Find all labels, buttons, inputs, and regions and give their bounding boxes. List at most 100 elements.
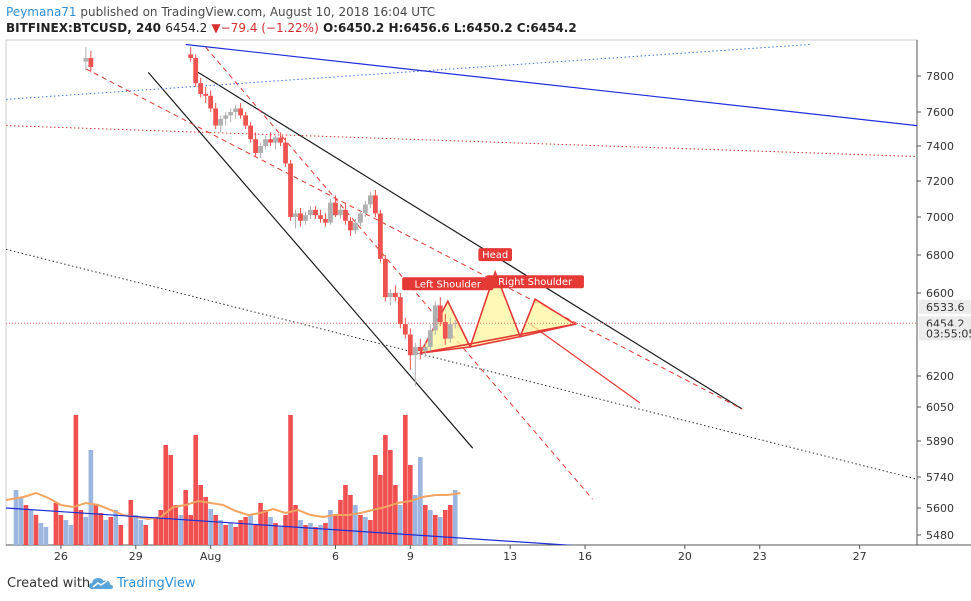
time-tick-label: 9 [407,550,414,563]
time-tick-label: 23 [753,550,767,563]
candle-body [387,293,393,298]
volume-bar [248,515,253,545]
volume-bar [18,497,24,545]
volume-bar [163,445,169,545]
candle-body [258,146,263,153]
volume-ma-line [6,491,461,521]
volume-bar [218,520,223,545]
pattern-label: Head [482,250,508,261]
candle-body [382,258,388,298]
price-tick-label: 6050 [926,401,954,414]
volume-bar [158,510,164,545]
price-badge [919,326,971,341]
volume-bar [63,520,69,545]
volume-bar [133,515,139,545]
volume-bar [83,517,89,545]
volume-bar [318,525,323,545]
volume-bar [398,505,403,545]
candle-body [412,346,418,356]
candle-body [323,218,328,223]
price-tick-label: 5890 [926,435,954,448]
volume-bar [198,485,203,545]
volume-bar [213,515,218,545]
candle-body [318,215,323,219]
candle-body [288,163,293,217]
head-shoulders-pattern: Left Shoulder Head Right Shoulder [402,248,584,355]
volume-bar [373,455,378,545]
candle-body [223,115,229,119]
volume-bar [293,505,298,545]
tradingview-cloud-icon[interactable] [88,574,114,592]
last-price: 6454.2 [165,21,208,35]
volume-bar [348,495,353,545]
symbol-label[interactable]: BITFINEX:BTCUSD, 240 [6,21,162,35]
candle-body [328,202,333,223]
time-tick-label: 6 [332,550,339,563]
price-axis[interactable]: 7800 7600 7400 7200 7000 6800 6600 6200 6050 5890… [917,70,971,542]
volume-bar [88,450,94,545]
volume-bar [228,523,233,545]
volume-bar [288,415,293,545]
volume-bar [253,525,258,545]
candle-body [243,115,249,126]
pattern-neckline [420,323,576,354]
drawing-lines-layer [6,43,917,545]
volume-bar [33,515,39,545]
volume-bar [143,525,149,545]
pattern-triangle [518,298,578,338]
low-label: L: [453,21,467,35]
price-tick-label: 5480 [926,529,954,542]
volume-bar [303,525,308,545]
volume-bar [278,527,283,545]
volume-bar [423,505,428,545]
candle-body [228,112,234,116]
price-badge [919,299,971,314]
solid-trendline [147,72,474,449]
time-axis[interactable]: 26 29 Aug 6 9 13 16 20 23 27 [54,545,867,563]
dashed-trendline [85,68,743,410]
time-tick-label: 13 [503,550,517,563]
volume-bar [243,517,248,545]
volume-bar [98,513,104,545]
volume-bar [378,475,383,545]
volume-bar [168,455,174,545]
solid-trendline [197,71,743,410]
volume-bar [258,503,263,545]
volume-bar [93,505,99,545]
candle-body [363,204,368,214]
high-value: 6456.6 [403,21,450,35]
candle-body [88,58,94,67]
volume-bar [323,523,328,545]
candle-body [442,322,448,339]
volume-bar [73,415,79,545]
candle-body [432,305,438,331]
volume-bar [13,490,19,545]
price-tick-label: 5740 [926,471,954,484]
candle-body [238,108,244,116]
price-tick-label: 7400 [926,140,954,153]
author-link[interactable]: Peymana71 [6,5,77,19]
volume-bar [78,510,84,545]
tradingview-brand[interactable]: TradingView [117,576,196,591]
plot-area[interactable] [5,39,918,546]
candle-body [233,108,239,112]
pattern-label: Left Shoulder [415,279,482,290]
candle-body [358,213,363,223]
volume-bar [183,490,189,545]
volume-bar [208,509,213,545]
volume-bar [263,510,268,545]
volume-bar [428,510,433,545]
volume-bar [447,505,453,545]
candle-body [83,58,89,62]
volume-bar [268,517,273,545]
price-change: −79.4 (−1.22%) [220,21,319,35]
price-chart[interactable]: Left Shoulder Head Right Shoulder 7800 7600… [0,0,971,568]
candle-body [437,305,443,323]
volume-bar [437,517,443,545]
volume-bar [233,527,238,545]
volume-bar [358,515,363,545]
candle-body [308,209,313,216]
candle-body [368,195,373,205]
price-tick-label: 7800 [926,70,954,83]
volume-bar [113,510,119,545]
